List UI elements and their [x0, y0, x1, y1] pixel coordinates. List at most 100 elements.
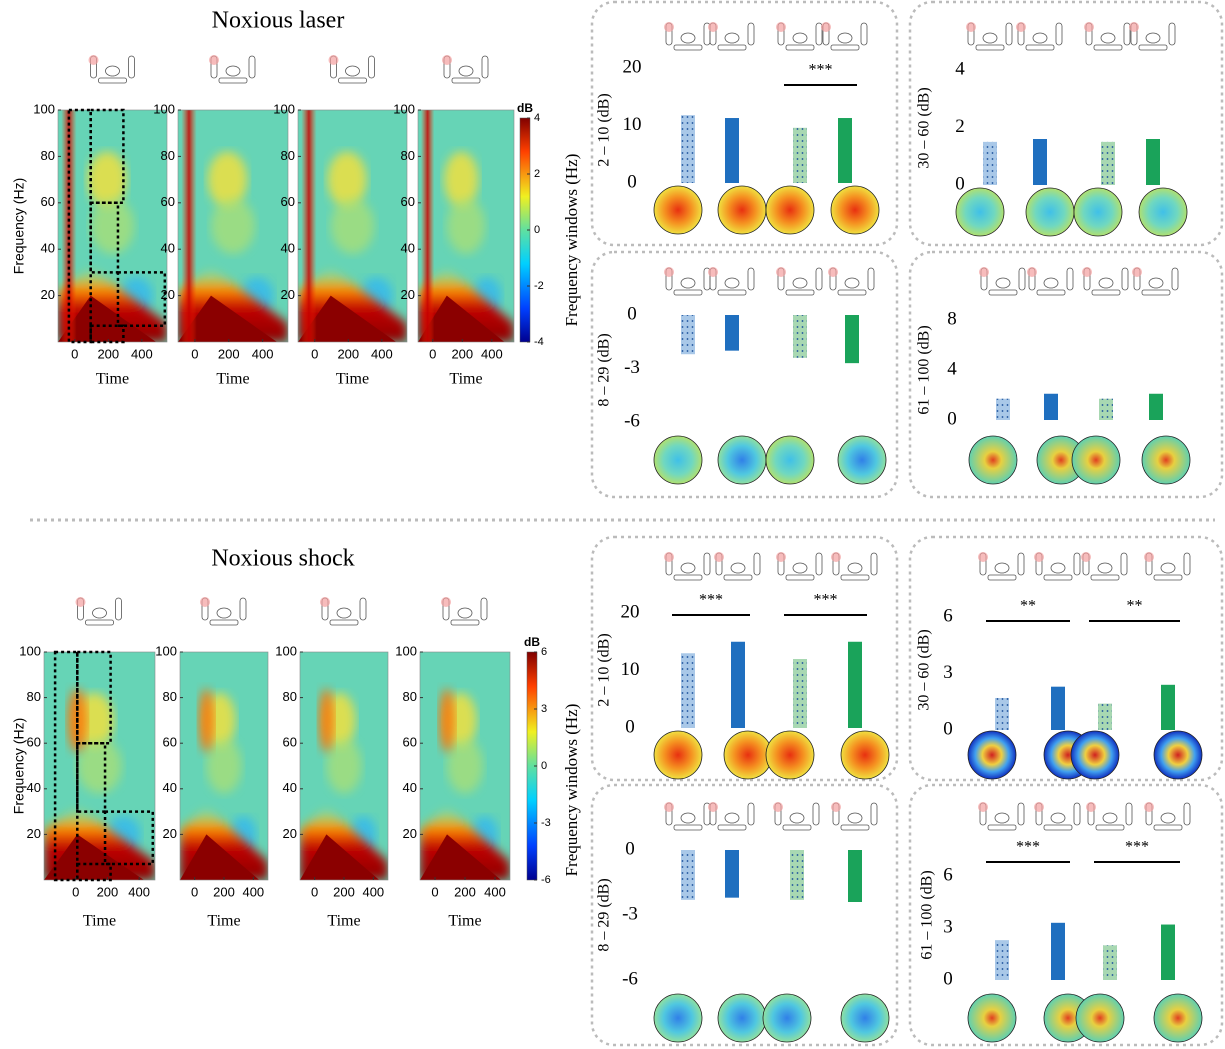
icon-body [1096, 825, 1124, 830]
icon-body [86, 620, 114, 625]
colorbar-tick-label: 4 [534, 112, 540, 124]
bar-dots [995, 698, 1009, 730]
topo-map [766, 436, 814, 484]
icon-arm [240, 598, 246, 620]
icon-body [831, 45, 859, 50]
spectrogram-image [418, 110, 514, 342]
icon-spot [978, 802, 988, 812]
x-tick-label: 0 [71, 346, 78, 361]
icon-arm [360, 598, 366, 620]
icon-arm [816, 553, 822, 575]
page: {"figure": {"titles": ["Noxious laser", … [0, 0, 1225, 1049]
icon-head [793, 33, 807, 43]
topo-map [718, 186, 766, 234]
icon-head [1146, 33, 1160, 43]
bar [1051, 923, 1065, 980]
bar-dots [1103, 945, 1117, 980]
significance-stars: *** [809, 62, 833, 79]
blob [447, 739, 483, 794]
bar-dots [790, 850, 804, 900]
y-tick-label: -6 [622, 968, 638, 989]
icon-spot [1086, 802, 1096, 812]
topo-map [654, 186, 702, 234]
body-icon [209, 55, 255, 83]
icon-head [458, 608, 472, 618]
colorbar-label: dB [524, 635, 540, 649]
icon-body [1037, 290, 1065, 295]
icon-arm [1172, 268, 1178, 290]
topo-map [956, 188, 1004, 236]
icon-body [1142, 290, 1170, 295]
icon-spot [209, 55, 219, 65]
y-tick-label: -3 [624, 357, 640, 378]
icon-head [106, 66, 120, 76]
topo-map [838, 436, 886, 484]
topo-map [654, 994, 702, 1042]
icon-head [790, 813, 804, 823]
y-axis-label: 2 – 10 (dB) [596, 633, 613, 706]
onset-streak [318, 688, 334, 752]
bar [731, 642, 745, 728]
onset-streak [301, 110, 316, 342]
significance-stars: ** [1127, 598, 1143, 615]
bar [1146, 139, 1160, 185]
body-icon [76, 597, 122, 625]
body-icon [664, 802, 710, 830]
icon-arm [1056, 23, 1062, 45]
icon-spot [708, 267, 718, 277]
topo-map [1154, 994, 1202, 1042]
icon-head [459, 66, 473, 76]
body-icon [1081, 552, 1127, 580]
spectrogram [178, 110, 288, 342]
spectrogram [298, 110, 407, 342]
body-icon [828, 267, 874, 295]
y-tick-label: 0 [627, 171, 637, 192]
spectrogram-image [180, 652, 268, 880]
bar [1149, 394, 1163, 420]
colorbar-tick-label: -2 [534, 280, 544, 292]
icon-spot [329, 55, 339, 65]
topo-map [1074, 188, 1122, 236]
y-tick-label: 0 [627, 303, 637, 324]
y-tick-label: 10 [623, 114, 642, 135]
icon-spot [200, 597, 210, 607]
y-tick-label: 3 [943, 662, 953, 683]
y-tick-label: 100 [19, 643, 41, 658]
icon-spot [320, 597, 330, 607]
y-tick-label: 80 [401, 148, 415, 163]
spectrogram-image [44, 652, 155, 880]
icon-head [681, 563, 695, 573]
y-tick-label: 40 [283, 780, 297, 795]
icon-arm [1019, 268, 1025, 290]
bar [1044, 394, 1058, 420]
bar [725, 118, 739, 183]
y-axis-label: 30 – 60 (dB) [916, 629, 933, 710]
bar-dots [996, 399, 1010, 420]
spectrogram [420, 652, 510, 880]
y-tick-label: 0 [625, 838, 635, 859]
y-tick-label: 100 [393, 101, 415, 116]
icon-spot [1132, 267, 1142, 277]
icon-spot [1081, 552, 1091, 562]
y-tick-label: 20 [401, 287, 415, 302]
y-tick-label: 40 [403, 780, 417, 795]
body-icon [714, 552, 760, 580]
x-tick-label: 200 [97, 346, 119, 361]
icon-body [1139, 45, 1167, 50]
body-icon [776, 267, 822, 295]
colorbar-tick-label: -6 [541, 874, 551, 886]
icon-body [1092, 290, 1120, 295]
bar-dots [793, 315, 807, 358]
bar-dots [793, 659, 807, 728]
icon-spot [714, 552, 724, 562]
topo-map [831, 186, 879, 234]
y-tick-label: 60 [283, 735, 297, 750]
colorbar-tick-label: -4 [534, 336, 544, 348]
body-icon [1034, 802, 1080, 830]
icon-head [995, 813, 1009, 823]
icon-body [1154, 575, 1182, 580]
y-tick-label: 6 [943, 605, 953, 626]
icon-body [1094, 45, 1122, 50]
icon-spot [773, 802, 783, 812]
onset-streak [439, 688, 455, 752]
